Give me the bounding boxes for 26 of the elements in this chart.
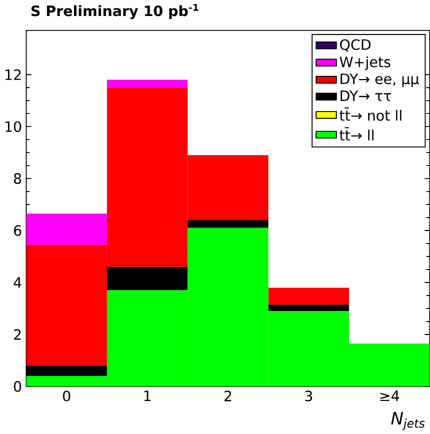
- y-tick-label: 10: [5, 121, 22, 132]
- bar: [106, 266, 188, 290]
- bar: [268, 304, 349, 312]
- bar: [188, 220, 268, 228]
- legend-label: DY→ ee, μμ: [340, 74, 419, 87]
- legend-label: tt̄→ ll: [340, 127, 374, 140]
- y-tick-label: 6: [14, 225, 22, 236]
- legend-label: tt̄→ not ll: [340, 107, 402, 121]
- x-tick-label: 3: [305, 390, 312, 402]
- y-tick-label: 12: [5, 69, 21, 80]
- x-tick-label: 1: [144, 390, 150, 402]
- x-tick-label: 0: [62, 390, 70, 402]
- bar: [106, 80, 188, 88]
- x-tick-label: ≥4: [380, 390, 399, 402]
- bar: [26, 214, 107, 245]
- chart-title: S Preliminary 10 pb$^{-1}$: [31, 4, 198, 20]
- legend-label: W+jets: [340, 56, 390, 70]
- y-tick-label: 8: [14, 173, 21, 184]
- x-tick-label: 2: [224, 390, 232, 402]
- x-axis-title: N$_{jets}$: [391, 412, 425, 430]
- y-tick-label: 2: [14, 329, 21, 340]
- legend-label: DY→ ττ: [340, 90, 391, 101]
- y-tick-label: 0: [14, 381, 22, 392]
- legend-label: QCD: [340, 39, 370, 52]
- y-tick-label: 4: [14, 277, 22, 288]
- bar: [268, 288, 349, 305]
